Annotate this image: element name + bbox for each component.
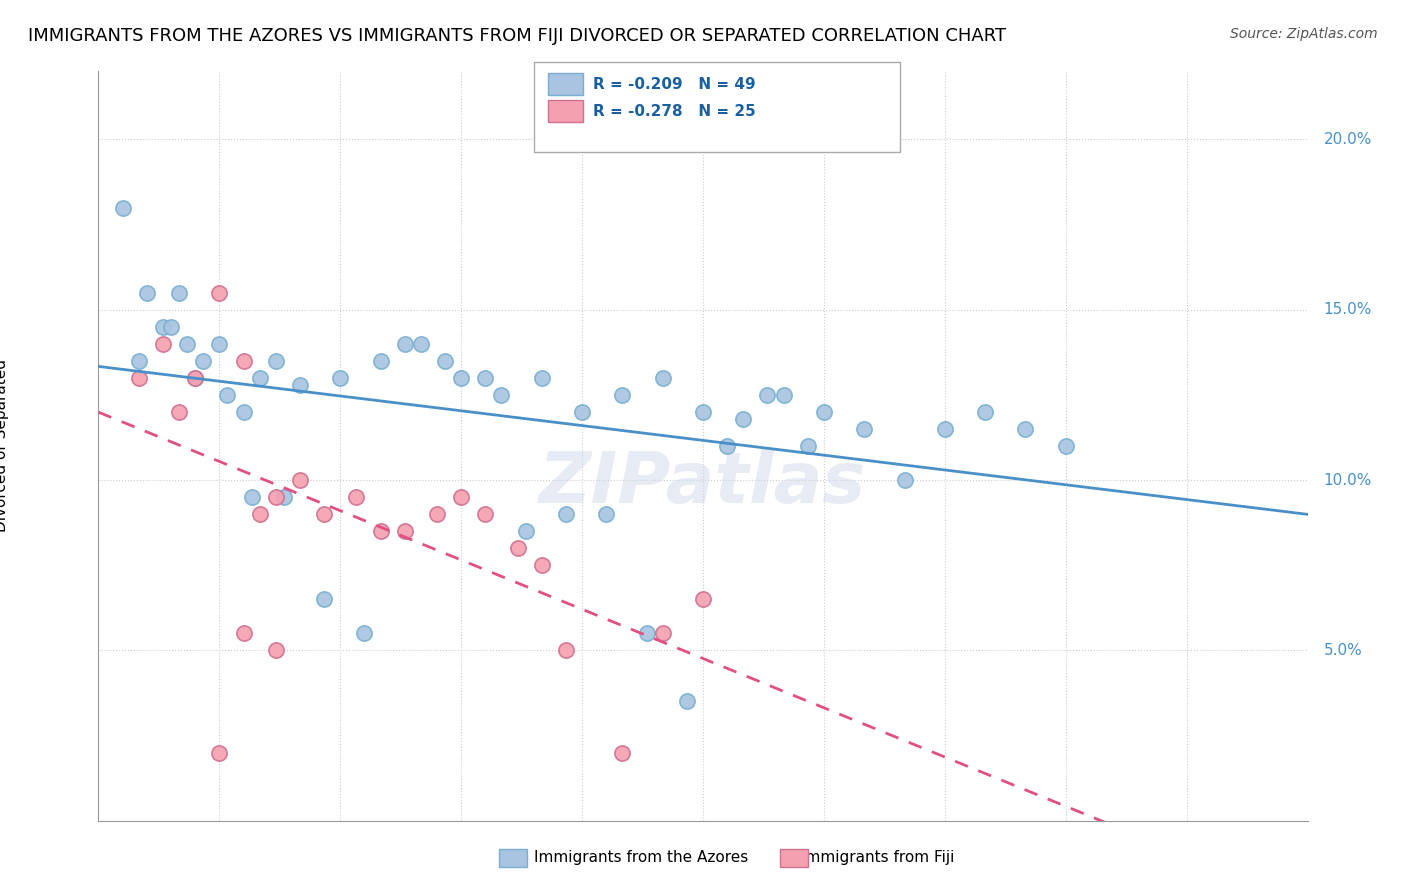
- Point: [264, 354, 287, 368]
- Point: [595, 507, 617, 521]
- Point: [651, 371, 673, 385]
- Point: [797, 439, 820, 453]
- Point: [772, 388, 794, 402]
- Text: Divorced or Separated: Divorced or Separated: [0, 359, 10, 533]
- Point: [612, 746, 634, 760]
- Point: [692, 405, 714, 419]
- Text: 5.0%: 5.0%: [1323, 643, 1362, 657]
- Point: [491, 388, 513, 402]
- Point: [555, 643, 578, 657]
- Point: [974, 405, 997, 419]
- Point: [193, 354, 215, 368]
- Text: Immigrants from Fiji: Immigrants from Fiji: [801, 850, 955, 865]
- Point: [370, 354, 392, 368]
- Point: [474, 371, 496, 385]
- Point: [515, 524, 537, 538]
- Point: [813, 405, 835, 419]
- Point: [232, 626, 254, 640]
- Text: Immigrants from the Azores: Immigrants from the Azores: [534, 850, 748, 865]
- Point: [288, 377, 311, 392]
- Point: [934, 422, 956, 436]
- Point: [636, 626, 658, 640]
- Point: [353, 626, 375, 640]
- Point: [160, 319, 183, 334]
- Point: [314, 592, 336, 607]
- Point: [394, 336, 416, 351]
- Point: [232, 354, 254, 368]
- Point: [273, 490, 295, 504]
- Point: [240, 490, 263, 504]
- Point: [530, 371, 553, 385]
- Text: 10.0%: 10.0%: [1323, 473, 1372, 488]
- Text: ZIPatlas: ZIPatlas: [540, 449, 866, 518]
- Point: [264, 643, 287, 657]
- Text: R = -0.278   N = 25: R = -0.278 N = 25: [593, 104, 756, 119]
- Text: R = -0.209   N = 49: R = -0.209 N = 49: [593, 78, 756, 92]
- Point: [208, 336, 231, 351]
- Point: [176, 336, 198, 351]
- Point: [893, 473, 915, 487]
- Point: [184, 371, 207, 385]
- Point: [733, 411, 755, 425]
- Point: [184, 371, 207, 385]
- Point: [651, 626, 673, 640]
- Point: [555, 507, 578, 521]
- Text: IMMIGRANTS FROM THE AZORES VS IMMIGRANTS FROM FIJI DIVORCED OR SEPARATED CORRELA: IMMIGRANTS FROM THE AZORES VS IMMIGRANTS…: [28, 27, 1007, 45]
- Point: [612, 388, 634, 402]
- Point: [135, 285, 157, 300]
- Point: [152, 319, 174, 334]
- Point: [474, 507, 496, 521]
- Point: [264, 490, 287, 504]
- Point: [128, 354, 150, 368]
- Point: [409, 336, 432, 351]
- Point: [344, 490, 367, 504]
- Point: [128, 371, 150, 385]
- Text: Source: ZipAtlas.com: Source: ZipAtlas.com: [1230, 27, 1378, 41]
- Point: [676, 694, 699, 708]
- Point: [167, 405, 190, 419]
- Text: 20.0%: 20.0%: [1323, 132, 1372, 147]
- Point: [450, 490, 472, 504]
- Point: [716, 439, 738, 453]
- Point: [853, 422, 876, 436]
- Point: [756, 388, 779, 402]
- Point: [329, 371, 352, 385]
- Point: [111, 201, 134, 215]
- Point: [426, 507, 449, 521]
- Text: 15.0%: 15.0%: [1323, 302, 1372, 318]
- Point: [370, 524, 392, 538]
- Point: [1014, 422, 1036, 436]
- Point: [434, 354, 457, 368]
- Point: [1054, 439, 1077, 453]
- Point: [167, 285, 190, 300]
- Point: [208, 285, 231, 300]
- Point: [692, 592, 714, 607]
- Point: [208, 746, 231, 760]
- Point: [249, 507, 271, 521]
- Point: [314, 507, 336, 521]
- Point: [217, 388, 239, 402]
- Point: [232, 405, 254, 419]
- Point: [249, 371, 271, 385]
- Point: [506, 541, 529, 556]
- Point: [152, 336, 174, 351]
- Point: [571, 405, 593, 419]
- Point: [530, 558, 553, 573]
- Point: [450, 371, 472, 385]
- Point: [394, 524, 416, 538]
- Point: [288, 473, 311, 487]
